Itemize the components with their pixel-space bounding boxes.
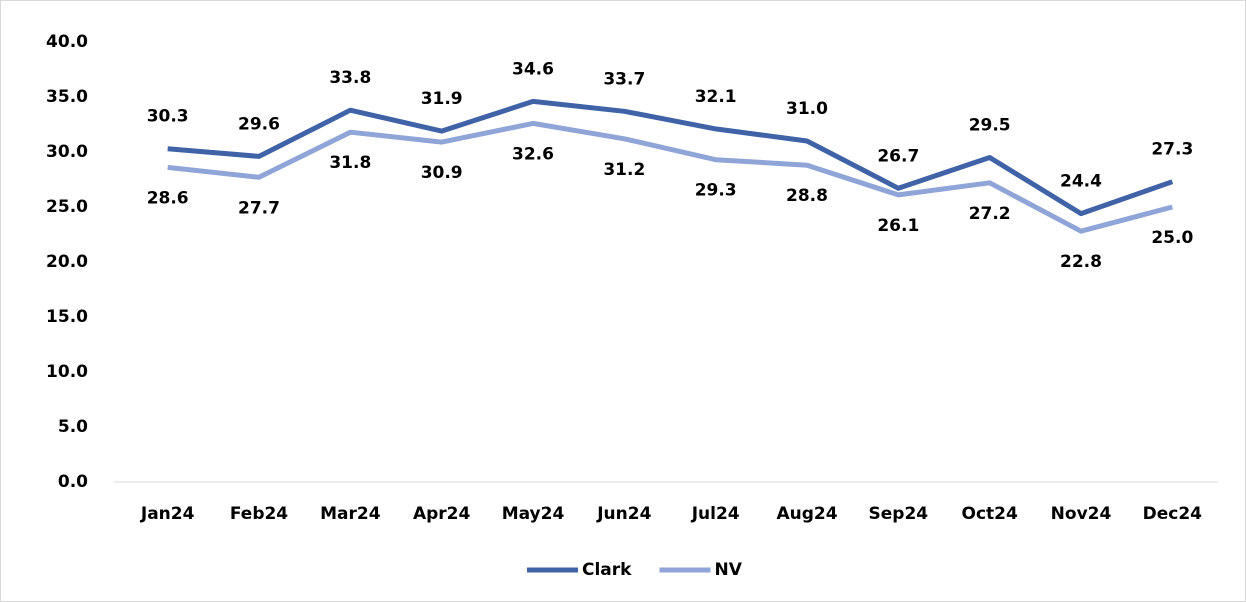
data-label: 26.7 [877,146,919,166]
data-label: 31.8 [329,153,371,173]
data-label: 31.2 [603,160,645,180]
x-tick-label: Jun24 [596,504,651,524]
y-tick-label: 35.0 [46,87,88,107]
y-tick-label: 10.0 [46,362,88,382]
data-label: 28.8 [786,186,828,206]
data-label: 30.9 [421,163,463,183]
data-label: 27.7 [238,198,280,218]
y-tick-label: 20.0 [46,252,88,272]
y-tick-label: 25.0 [46,197,88,217]
y-tick-label: 0.0 [58,472,88,492]
x-tick-label: Oct24 [962,504,1018,524]
data-label: 26.1 [877,216,919,236]
data-label: 30.3 [147,107,189,127]
data-label: 24.4 [1060,172,1102,192]
x-tick-label: Sep24 [869,504,929,524]
data-label: 28.6 [147,188,189,208]
data-label: 34.6 [512,59,554,79]
y-tick-label: 40.0 [46,32,88,52]
data-label: 33.7 [603,69,645,89]
data-label: 32.1 [695,87,737,107]
data-label: 32.6 [512,144,554,164]
series-line [167,98,1174,217]
legend-label: Clark [582,560,632,580]
data-label: 33.8 [329,68,371,88]
data-label: 29.5 [969,116,1011,136]
data-label: 31.9 [421,89,463,109]
x-tick-label: May24 [502,504,565,524]
x-tick-label: Nov24 [1051,504,1112,524]
series-line [167,120,1173,234]
y-tick-label: 5.0 [58,417,88,437]
x-tick-label: Aug24 [776,504,837,524]
x-tick-label: Mar24 [320,504,381,524]
y-tick-label: 30.0 [46,142,88,162]
data-label: 27.2 [969,204,1011,224]
y-tick-label: 15.0 [46,307,88,327]
x-tick-label: Apr24 [413,504,471,524]
x-tick-label: Dec24 [1143,504,1203,524]
data-label: 22.8 [1060,252,1102,272]
x-tick-label: Feb24 [230,504,288,524]
data-label: 29.6 [238,114,280,134]
data-label: 31.0 [786,99,828,119]
x-tick-label: Jul24 [691,504,740,524]
legend-label: NV [714,560,742,580]
data-label: 29.3 [695,181,737,201]
data-label: 27.3 [1151,140,1193,160]
x-tick-label: Jan24 [140,504,195,524]
data-label: 25.0 [1151,228,1193,248]
